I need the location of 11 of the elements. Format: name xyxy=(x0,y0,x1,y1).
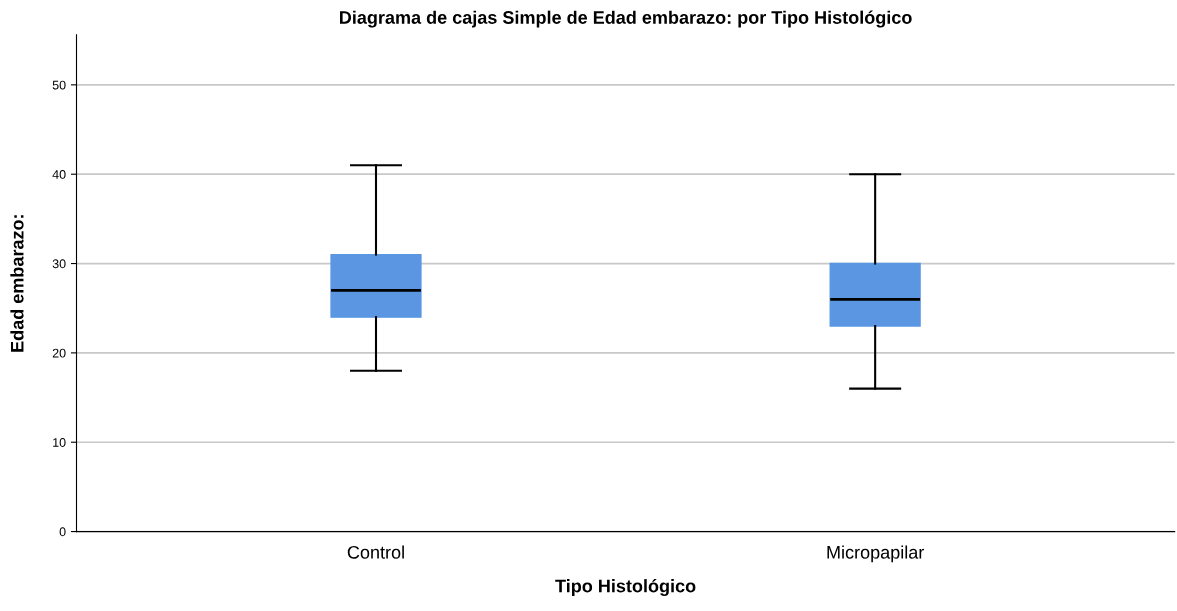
y-tick-label: 20 xyxy=(52,348,66,358)
x-axis-title: Tipo Histológico xyxy=(555,578,696,597)
y-tick-label: 40 xyxy=(52,170,66,179)
x-tick-label: Micropapilar xyxy=(827,545,925,563)
y-axis-title: Edad embarazo: xyxy=(10,215,24,352)
y-tick-label: 30 xyxy=(52,259,66,269)
y-tick-label: 50 xyxy=(52,80,66,90)
chart-title: Diagrama de cajas Simple de Edad embarazo: por Tipo Histológico xyxy=(340,10,912,28)
y-tick-label: 10 xyxy=(53,438,66,447)
y-tick-label: 0 xyxy=(59,527,66,537)
x-tick-label: Control xyxy=(347,545,404,559)
